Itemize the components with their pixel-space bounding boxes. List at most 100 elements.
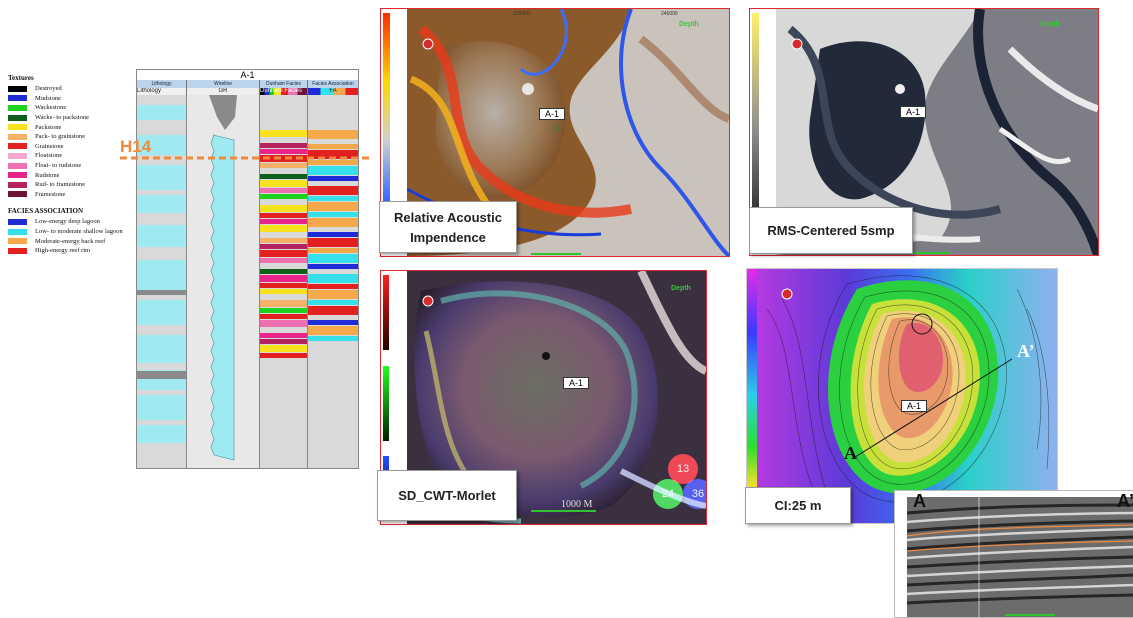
- legend-swatch: [8, 238, 27, 245]
- lithology-column: [137, 95, 187, 468]
- contour-a-label: A: [844, 443, 857, 463]
- fa-band: [308, 212, 358, 217]
- texture-legend-item: Wacke- to packstone: [8, 113, 136, 123]
- col-header-facies-association: Facies Association: [308, 80, 358, 88]
- dunham-band: [260, 269, 307, 274]
- acoustic-well-label: A-1: [539, 108, 566, 120]
- legend-swatch: [8, 162, 27, 169]
- rgb-blue-circle: 36: [683, 479, 706, 509]
- fa-band: [308, 336, 358, 341]
- legend-swatch: [8, 124, 27, 131]
- dunham-band: [260, 219, 307, 224]
- fa-band: [308, 238, 358, 247]
- legend-swatch: [8, 218, 27, 225]
- cwt-ytick-1: 590000: [677, 307, 694, 313]
- legend-swatch: [8, 172, 27, 179]
- legend-label: Float- to rudstone: [35, 162, 82, 170]
- sub-dunham: Dunham Facies: [260, 88, 308, 95]
- fa-band: [308, 196, 358, 201]
- fa-band: [308, 144, 358, 149]
- legend-swatch: [8, 191, 27, 198]
- well-log-panel: A-1 Lithology Wireline Dunham Facies Fac…: [136, 69, 359, 469]
- contour-label: CI:25 m: [745, 487, 851, 524]
- cwt-well-label: A-1: [563, 377, 590, 389]
- section-a-label: A: [913, 491, 926, 511]
- contour-a-prime-label: A’: [1017, 341, 1035, 361]
- legend-label: Low- to moderate shallow lagoon: [35, 228, 123, 236]
- col-header-lithology: Lithology: [137, 80, 187, 88]
- cwt-depth-label: Depth: [671, 285, 691, 292]
- fa-band: [308, 326, 358, 335]
- cwt-label: SD_CWT-Morlet: [377, 470, 517, 521]
- dunham-band: [260, 163, 307, 168]
- legend-label: Grainstone: [35, 142, 64, 150]
- lithology-band: [137, 260, 186, 290]
- acoustic-well-marker-icon: ◎: [553, 123, 560, 132]
- dunham-band: [260, 250, 307, 257]
- sub-gr: GR: [187, 88, 260, 95]
- texture-legend-item: Float- to rudstone: [8, 161, 136, 171]
- fa-band: [308, 218, 358, 227]
- acoustic-tick-1: 235000: [513, 11, 530, 17]
- lithology-band: [137, 300, 186, 325]
- lithology-band: [137, 425, 186, 443]
- fa-band: [308, 300, 358, 305]
- facies-legend-item: High-energy reef rim: [8, 246, 136, 256]
- dunham-band: [260, 194, 307, 199]
- fa-band: [308, 284, 358, 289]
- dunham-band: [260, 213, 307, 218]
- dunham-band: [260, 149, 307, 154]
- cwt-xtick-1: 235000: [431, 273, 448, 279]
- dunham-band: [260, 289, 307, 294]
- contour-map: [747, 269, 1057, 523]
- legend-swatch: [8, 85, 27, 92]
- fa-band: [308, 320, 358, 325]
- lithology-band: [137, 225, 186, 247]
- dunham-band: [260, 205, 307, 212]
- fa-band: [308, 264, 358, 269]
- legend-label: Floatstone: [35, 152, 63, 160]
- texture-legend-item: Floatstone: [8, 151, 136, 161]
- dunham-band: [260, 258, 307, 263]
- legend-swatch: [8, 181, 27, 188]
- dunham-band: [260, 333, 307, 338]
- legend-label: Pack- to grainstone: [35, 133, 86, 141]
- dunham-band: [260, 155, 307, 162]
- acoustic-impedance-panel[interactable]: 235000 245000 Depth A-1 ◎: [380, 8, 730, 257]
- seismic-section-panel[interactable]: A A’: [894, 490, 1133, 618]
- legend-label: Low-energy deep lagoon: [35, 218, 100, 226]
- facies-legend-item: Low-energy deep lagoon: [8, 217, 136, 227]
- lithology-band: [137, 105, 186, 120]
- fa-band: [308, 130, 358, 139]
- legend-swatch: [8, 152, 27, 159]
- dunham-band: [260, 180, 307, 187]
- lithology-track: [137, 95, 186, 468]
- fa-band: [308, 254, 358, 263]
- legend-label: Framestone: [35, 190, 66, 198]
- legend-label: Mudstone: [35, 94, 61, 102]
- cwt-xtick-3: 245000: [591, 273, 608, 279]
- dunham-band: [260, 130, 307, 137]
- fa-band: [308, 274, 358, 283]
- legend-swatch: [8, 104, 27, 111]
- fa-band: [308, 150, 358, 159]
- wireline-top-wedge: [209, 95, 237, 130]
- col-header-dunham: Dunham Facies: [260, 80, 308, 88]
- legend-label: Wackestone: [35, 104, 67, 112]
- col-header-wireline: Wireline: [187, 80, 260, 88]
- lithology-gap: [137, 371, 186, 379]
- legend-label: Destroyed: [35, 85, 62, 93]
- legend-swatch: [8, 95, 27, 102]
- legend-swatch: [8, 247, 27, 254]
- acoustic-impedance-label: Relative Acoustic Impendence: [379, 201, 517, 253]
- cwt-xtick-4: 250000: [671, 273, 688, 279]
- dunham-band: [260, 275, 307, 282]
- fa-band: [308, 160, 358, 165]
- lithology-band: [137, 135, 186, 155]
- rms-depth-label: Depth: [1040, 21, 1060, 28]
- dunham-band: [260, 283, 307, 288]
- dunham-band: [260, 225, 307, 232]
- contour-panel[interactable]: A’ A A-1: [746, 268, 1058, 524]
- fa-band: [308, 290, 358, 299]
- legend-swatch: [8, 143, 27, 150]
